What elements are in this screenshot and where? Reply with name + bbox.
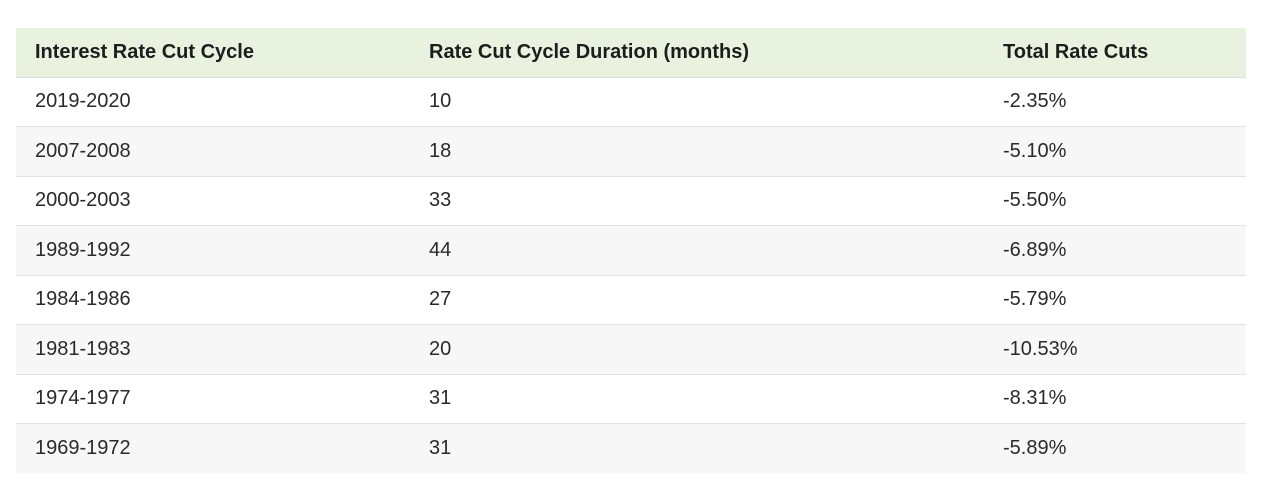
- cell-cycle: 1989-1992: [16, 225, 410, 276]
- cell-total-cuts: -2.35%: [984, 77, 1246, 127]
- cell-total-cuts: -8.31%: [984, 374, 1246, 424]
- cell-cycle: 2019-2020: [16, 77, 410, 127]
- table-row: 1981-1983 20 -10.53%: [16, 324, 1246, 375]
- cell-total-cuts: -5.89%: [1003, 437, 1067, 459]
- table-row: 2000-2003 33 -5.50%: [16, 176, 1246, 226]
- cell-duration: 20: [410, 324, 984, 375]
- cell-duration: 31: [429, 437, 452, 459]
- table-header-row: Interest Rate Cut Cycle Rate Cut Cycle D…: [16, 28, 1246, 78]
- table-row: 2007-2008 18 -5.10%: [16, 126, 1246, 177]
- header-total-cuts: Total Rate Cuts: [984, 28, 1246, 78]
- cell-duration: 27: [410, 275, 984, 325]
- cell-total-cuts: -5.50%: [984, 176, 1246, 226]
- rate-cut-table: Interest Rate Cut Cycle Rate Cut Cycle D…: [16, 28, 1246, 473]
- cell-cycle: 1969-1972: [35, 437, 131, 459]
- cell-cycle: 2000-2003: [16, 176, 410, 226]
- cell-total-cuts: -10.53%: [984, 324, 1246, 375]
- table-row: 1989-1992 44 -6.89%: [16, 225, 1246, 276]
- header-duration: Rate Cut Cycle Duration (months): [410, 28, 984, 78]
- cell-cycle: 1981-1983: [16, 324, 410, 375]
- cell-cycle: 1984-1986: [16, 275, 410, 325]
- cell-total-cuts: -6.89%: [984, 225, 1246, 276]
- cell-cycle: 1974-1977: [16, 374, 410, 424]
- table-row: 1974-1977 31 -8.31%: [16, 374, 1246, 424]
- table-row: 1984-1986 27 -5.79%: [16, 275, 1246, 325]
- table-row: 2019-2020 10 -2.35%: [16, 77, 1246, 127]
- rate-cut-table-container: Interest Rate Cut Cycle Rate Cut Cycle D…: [16, 28, 1246, 473]
- cell-duration: 18: [410, 126, 984, 177]
- cell-cycle: 2007-2008: [16, 126, 410, 177]
- header-cycle: Interest Rate Cut Cycle: [16, 28, 410, 78]
- cell-duration: 44: [410, 225, 984, 276]
- cell-duration: 31: [410, 374, 984, 424]
- cell-total-cuts: -5.10%: [984, 126, 1246, 177]
- cell-duration: 33: [410, 176, 984, 226]
- cell-duration: 10: [410, 77, 984, 127]
- table-row: 1969-1972 31 -5.89%: [16, 423, 1246, 473]
- cell-total-cuts: -5.79%: [984, 275, 1246, 325]
